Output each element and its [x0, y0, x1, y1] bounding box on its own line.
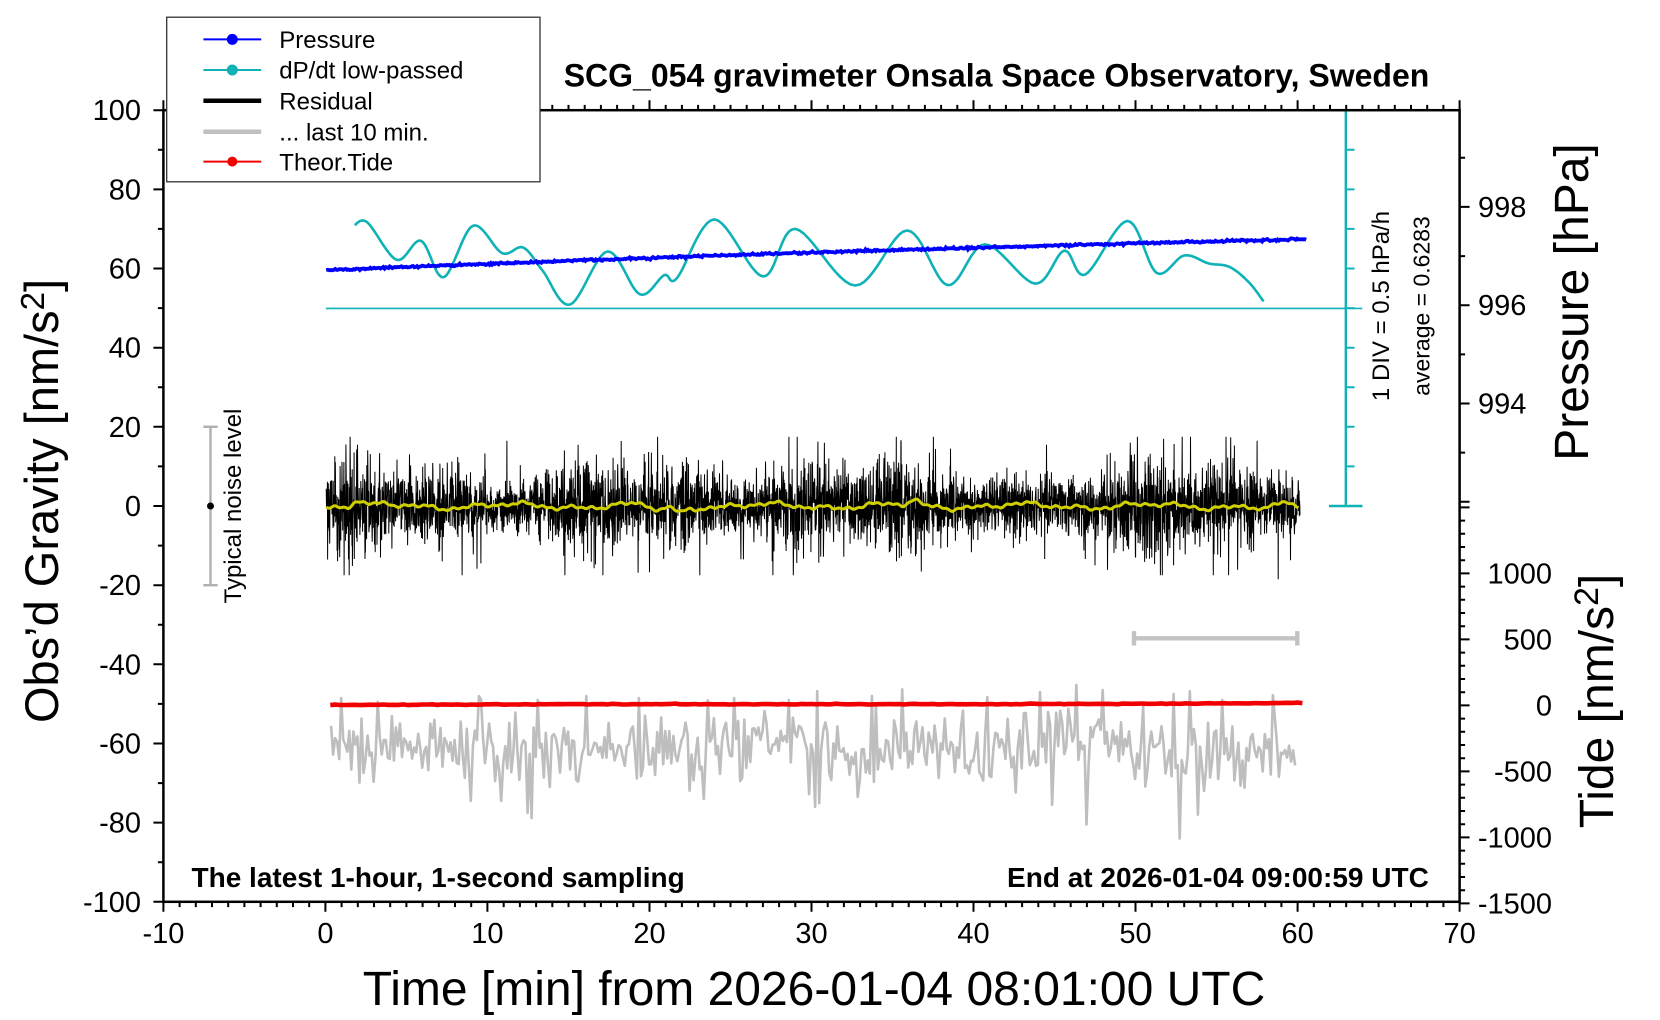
svg-text:60: 60	[1281, 918, 1313, 950]
svg-text:Tide [nm/s2]: Tide [nm/s2]	[1568, 574, 1624, 829]
svg-text:0: 0	[1536, 690, 1552, 722]
svg-text:1000: 1000	[1487, 558, 1552, 590]
svg-text:dP/dt low-passed: dP/dt low-passed	[279, 58, 463, 85]
svg-text:10: 10	[471, 918, 503, 950]
svg-text:Typical noise level: Typical noise level	[220, 409, 247, 604]
svg-text:-20: -20	[99, 570, 141, 602]
svg-text:... last 10 min.: ... last 10 min.	[279, 119, 428, 146]
svg-text:0: 0	[125, 491, 141, 523]
svg-text:20: 20	[109, 412, 141, 444]
svg-text:1 DIV = 0.5 hPa/h: 1 DIV = 0.5 hPa/h	[1368, 211, 1395, 401]
svg-text:80: 80	[109, 174, 141, 206]
svg-text:-80: -80	[99, 808, 141, 840]
svg-text:500: 500	[1504, 624, 1552, 656]
svg-text:-100: -100	[83, 887, 141, 919]
svg-text:SCG_054 gravimeter Onsala Spac: SCG_054 gravimeter Onsala Space Observat…	[564, 58, 1430, 94]
svg-text:40: 40	[109, 333, 141, 365]
svg-text:100: 100	[93, 95, 141, 127]
svg-text:Residual: Residual	[279, 89, 372, 116]
svg-text:994: 994	[1478, 389, 1526, 421]
svg-text:Theor.Tide: Theor.Tide	[279, 149, 393, 176]
svg-text:Pressure [hPa]: Pressure [hPa]	[1546, 143, 1599, 460]
svg-text:60: 60	[109, 254, 141, 286]
svg-text:996: 996	[1478, 290, 1526, 322]
svg-text:20: 20	[633, 918, 665, 950]
svg-text:-1500: -1500	[1478, 888, 1552, 920]
svg-text:Obs’d Gravity [nm/s2]: Obs’d Gravity [nm/s2]	[14, 279, 68, 723]
svg-text:-1000: -1000	[1478, 822, 1552, 854]
svg-text:The latest 1-hour, 1-second sa: The latest 1-hour, 1-second sampling	[192, 862, 685, 893]
svg-text:70: 70	[1443, 918, 1475, 950]
svg-text:998: 998	[1478, 192, 1526, 224]
svg-text:Time [min] from 2026-01-04 08:: Time [min] from 2026-01-04 08:01:00 UTC	[363, 963, 1266, 1016]
svg-text:40: 40	[957, 918, 989, 950]
svg-text:30: 30	[795, 918, 827, 950]
svg-text:End at 2026-01-04 09:00:59 UTC: End at 2026-01-04 09:00:59 UTC	[1007, 862, 1429, 893]
svg-text:50: 50	[1119, 918, 1151, 950]
svg-text:Pressure: Pressure	[279, 27, 375, 54]
svg-text:-40: -40	[99, 649, 141, 681]
svg-text:-500: -500	[1494, 756, 1552, 788]
svg-text:average = 0.6283: average = 0.6283	[1409, 216, 1435, 396]
svg-text:-60: -60	[99, 729, 141, 761]
svg-text:-10: -10	[142, 918, 184, 950]
svg-text:0: 0	[317, 918, 333, 950]
